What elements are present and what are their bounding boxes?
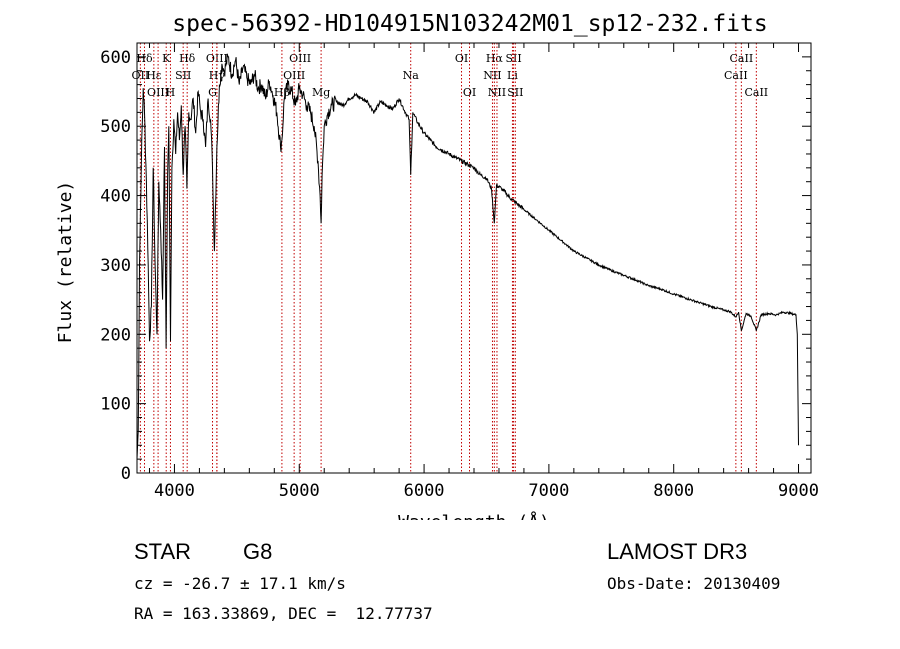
y-tick-label: 100 [100, 395, 131, 415]
y-axis-label: Flux (relative) [55, 181, 76, 344]
line-marker-label: NII [483, 69, 501, 82]
y-tick-label: 0 [121, 464, 131, 484]
x-tick-label: 8000 [653, 481, 694, 501]
axis-ticks: 4000 5000 6000 7000 8000 9000 0 100 200 300 400 500… [100, 43, 819, 501]
line-marker-label: NII [488, 86, 506, 99]
x-tick-label: 5000 [279, 481, 320, 501]
line-marker-label: OIII [283, 69, 305, 82]
x-tick-label: 7000 [528, 481, 569, 501]
x-axis-label: Wavelength (Å) [398, 511, 550, 520]
observation-date: Obs-Date: 20130409 [607, 574, 781, 593]
coordinates: RA = 163.33869, DEC = 12.77737 [134, 604, 433, 623]
x-tick-label: 4000 [154, 481, 195, 501]
line-marker-label: SII [505, 52, 521, 65]
line-marker-label: SII [175, 69, 191, 82]
y-tick-label: 500 [100, 117, 131, 137]
spectrum-series [136, 53, 799, 460]
line-marker-label: CaII [730, 52, 754, 65]
line-marker-label: Hα [486, 52, 504, 65]
line-marker-label: G [208, 86, 217, 99]
y-tick-label: 400 [100, 187, 131, 207]
spectrum-chart: spec-56392-HD104915N103242M01_sp12-232.f… [55, 11, 819, 520]
spectrum-line [136, 53, 799, 460]
chart-title: spec-56392-HD104915N103242M01_sp12-232.f… [172, 11, 767, 37]
line-marker-label: Hδ [136, 52, 153, 65]
line-marker-label: CaII [744, 86, 768, 99]
line-marker-label: OI [463, 86, 476, 99]
line-marker-label: OI [455, 52, 468, 65]
line-marker-label: SII [507, 86, 523, 99]
line-marker-label: OIII [289, 52, 311, 65]
line-marker-label: OII [132, 69, 150, 82]
line-marker-label: K [162, 52, 171, 65]
line-marker-label: Hδ [179, 52, 196, 65]
line-marker-label: CaII [724, 69, 748, 82]
line-marker-label: Li [507, 69, 518, 82]
line-marker-label: Na [403, 69, 420, 82]
survey-name: LAMOST DR3 [607, 539, 748, 564]
y-tick-label: 600 [100, 48, 131, 68]
line-marker-label: H [166, 86, 176, 99]
line-marker-label: OIII [147, 86, 169, 99]
line-marker-label: Mg [312, 86, 330, 99]
x-tick-label: 6000 [404, 481, 445, 501]
plot-frame [136, 42, 812, 474]
x-tick-label: 9000 [778, 481, 819, 501]
object-subclass: G8 [243, 539, 273, 564]
y-tick-label: 200 [100, 325, 131, 345]
object-class: STAR [134, 539, 192, 564]
redshift-velocity: cz = -26.7 ± 17.1 km/s [134, 574, 346, 593]
y-tick-label: 300 [100, 256, 131, 276]
line-marker-label: Hε [146, 69, 162, 82]
